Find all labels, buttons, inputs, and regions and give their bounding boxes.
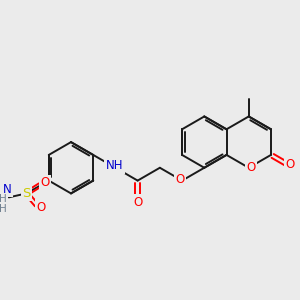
Text: O: O: [246, 161, 255, 174]
Text: H: H: [0, 204, 7, 214]
Text: O: O: [133, 196, 142, 209]
Text: O: O: [176, 173, 185, 186]
Text: O: O: [285, 158, 295, 171]
Text: H: H: [0, 194, 7, 204]
Text: O: O: [37, 201, 46, 214]
Text: NH: NH: [106, 159, 123, 172]
Text: O: O: [41, 176, 50, 189]
Text: S: S: [22, 187, 31, 200]
Text: N: N: [2, 183, 11, 196]
